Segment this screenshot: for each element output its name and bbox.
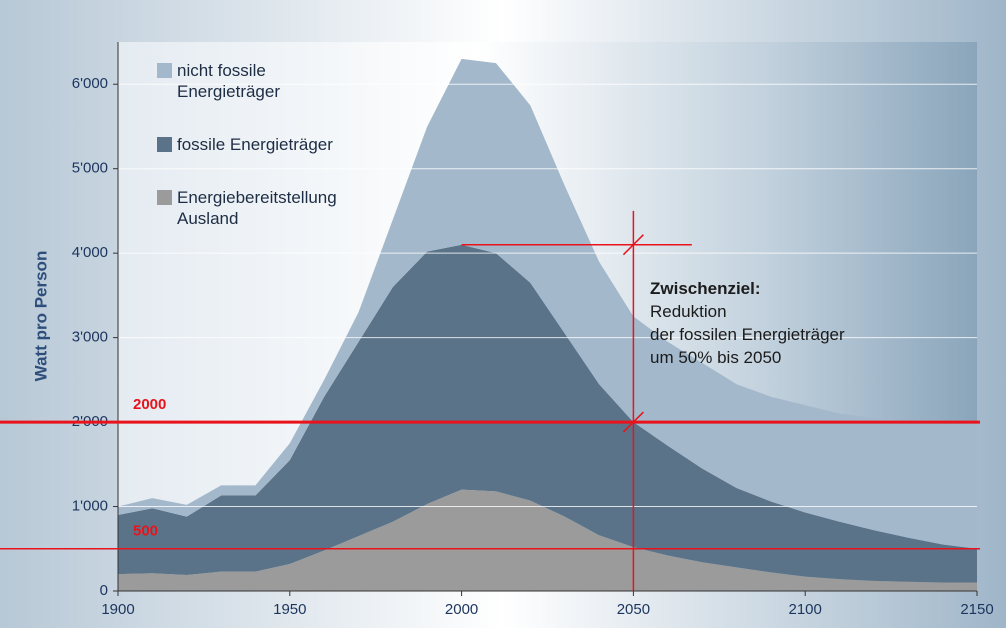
annotation-line: um 50% bis 2050 xyxy=(650,348,782,367)
x-tick-label: 2050 xyxy=(617,601,650,618)
annotation: Zwischenziel: Reduktion der fossilen Energ… xyxy=(650,277,845,369)
legend-item: Energiebereitstellung Ausland xyxy=(157,187,397,229)
legend: nicht fossile Energieträger fossile Energ… xyxy=(157,60,397,261)
area xyxy=(118,244,977,583)
annotation-line: Reduktion xyxy=(650,302,727,321)
area xyxy=(118,489,977,591)
x-tick-label: 1950 xyxy=(273,601,306,618)
y-tick-label: 3'000 xyxy=(72,329,108,346)
reference-label: 2000 xyxy=(133,396,166,413)
legend-swatch xyxy=(157,190,172,205)
y-tick-label: 1'000 xyxy=(72,498,108,515)
x-tick-label: 2000 xyxy=(445,601,478,618)
cross-mark xyxy=(622,234,644,256)
x-tick-label: 2100 xyxy=(789,601,822,618)
legend-label: Energiebereitstellung Ausland xyxy=(177,188,337,228)
cross-mark xyxy=(622,411,644,433)
reference-label: 500 xyxy=(133,523,158,540)
y-tick-label: 5'000 xyxy=(72,160,108,177)
legend-item: fossile Energieträger xyxy=(157,134,397,155)
legend-label: fossile Energieträger xyxy=(177,135,333,154)
legend-label: nicht fossile Energieträger xyxy=(177,61,281,101)
x-tick-label: 2150 xyxy=(960,601,993,618)
y-tick-label: 6'000 xyxy=(72,75,108,92)
y-tick-label: 4'000 xyxy=(72,244,108,261)
y-tick-label: 0 xyxy=(100,582,108,599)
annotation-line: der fossilen Energieträger xyxy=(650,325,845,344)
legend-swatch xyxy=(157,63,172,78)
y-axis-label: Watt pro Person xyxy=(31,251,50,382)
area xyxy=(118,58,977,549)
annotation-line: Zwischenziel: xyxy=(650,279,761,298)
x-tick-label: 1900 xyxy=(101,601,134,618)
legend-swatch xyxy=(157,137,172,152)
legend-item: nicht fossile Energieträger xyxy=(157,60,397,102)
